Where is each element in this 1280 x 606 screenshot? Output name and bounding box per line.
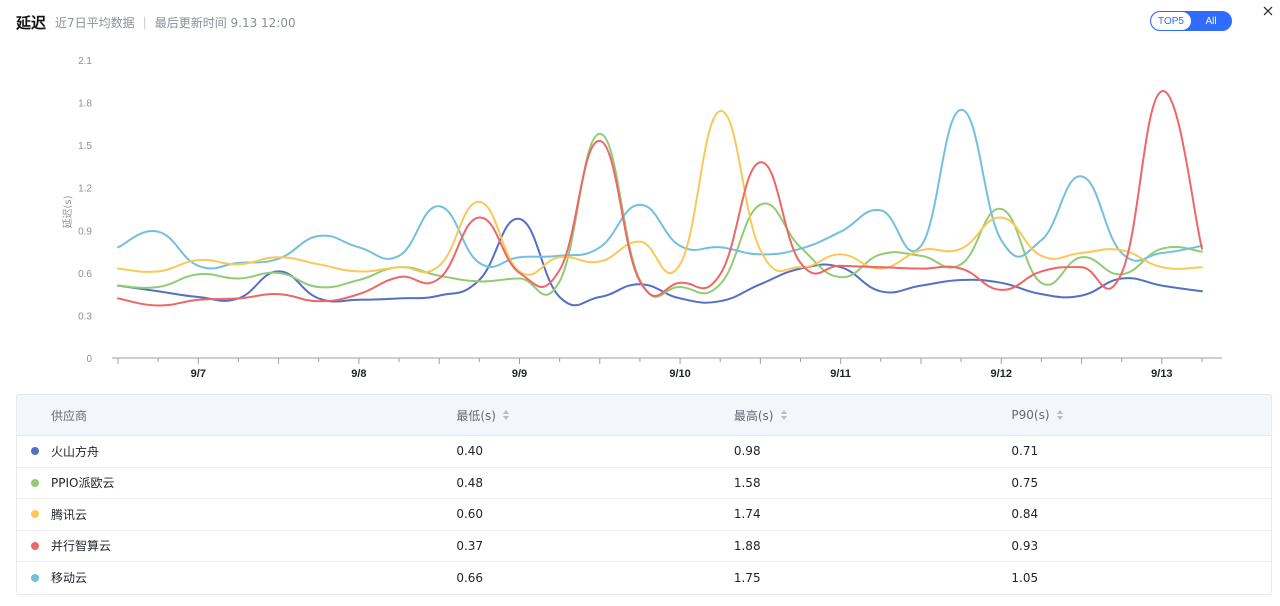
sort-icon[interactable] <box>502 409 510 421</box>
top-all-toggle[interactable]: TOP5 All <box>1150 11 1232 31</box>
x-tick-label: 9/13 <box>1151 368 1172 380</box>
y-tick-label: 0.9 <box>78 226 92 237</box>
series-line <box>117 217 1203 307</box>
series-color-dot <box>31 510 39 519</box>
y-tick-label: 1.2 <box>78 184 92 195</box>
table-row: 移动云 0.66 1.75 1.05 <box>17 562 1271 594</box>
table-header: 供应商 最低(s) 最高(s) P90(s) <box>17 395 1271 436</box>
provider-name: 并行智算云 <box>51 539 112 554</box>
provider-cell: 火山方舟 <box>17 443 456 460</box>
max-cell: 1.74 <box>733 507 761 522</box>
max-cell: 1.75 <box>733 570 761 585</box>
min-cell: 0.60 <box>456 507 484 522</box>
min-cell: 0.48 <box>456 475 484 490</box>
max-cell: 1.88 <box>733 538 761 553</box>
series-line <box>117 90 1203 307</box>
sort-icon[interactable] <box>780 409 788 421</box>
x-tick-label: 9/7 <box>191 368 206 380</box>
header-p90[interactable]: P90(s) <box>1011 408 1271 422</box>
p90-cell: 0.75 <box>1011 475 1039 490</box>
table-row: 并行智算云 0.37 1.88 0.93 <box>17 531 1271 562</box>
x-tick-label: 9/8 <box>351 368 366 380</box>
series-color-dot <box>31 478 39 487</box>
close-icon[interactable] <box>1261 3 1275 17</box>
y-tick-label: 0 <box>86 354 92 365</box>
p90-cell: 0.93 <box>1011 538 1039 553</box>
min-cell: 0.37 <box>456 538 484 553</box>
p90-cell: 0.71 <box>1011 444 1039 459</box>
x-tick-label: 9/10 <box>669 368 690 380</box>
provider-table: 供应商 最低(s) 最高(s) P90(s) 火山方舟 0.40 0.98 0.71 P… <box>16 394 1272 595</box>
page-title: 延迟 <box>16 13 47 32</box>
table-row: 火山方舟 0.40 0.98 0.71 <box>17 436 1271 468</box>
header-p90-label: P90(s) <box>1011 408 1050 422</box>
provider-cell: PPIO派欧云 <box>17 474 456 491</box>
max-cell: 0.98 <box>733 444 761 459</box>
series-color-dot <box>31 541 39 550</box>
table-row: PPIO派欧云 0.48 1.58 0.75 <box>17 468 1271 499</box>
toggle-all[interactable]: All <box>1205 15 1217 27</box>
y-tick-label: 0.3 <box>78 311 92 322</box>
toggle-top5[interactable]: TOP5 <box>1151 12 1191 30</box>
y-tick-label: 0.6 <box>78 269 92 280</box>
header-separator: | <box>142 15 147 29</box>
last-updated-text: 最后更新时间 9.13 12:00 <box>154 15 296 30</box>
p90-cell: 0.84 <box>1011 507 1039 522</box>
provider-cell: 腾讯云 <box>17 506 456 523</box>
latency-line-chart: 0 0.3 0.6 0.9 1.2 1.5 1.8 2.1 延迟(s) 9/7 9/8 9/9 9/10… <box>61 56 1222 380</box>
y-tick-label: 1.5 <box>78 141 92 152</box>
x-tick-label: 9/12 <box>991 368 1012 380</box>
header-max[interactable]: 最高(s) <box>734 407 1012 424</box>
header-max-label: 最高(s) <box>733 408 774 423</box>
x-tick-label: 9/9 <box>512 368 527 380</box>
provider-name: 腾讯云 <box>51 507 88 522</box>
series-line <box>117 108 1203 270</box>
header-min-label: 最低(s) <box>456 408 496 423</box>
min-cell: 0.40 <box>456 444 484 459</box>
series-color-dot <box>31 447 39 456</box>
series-color-dot <box>31 573 39 582</box>
subtitle: 近7日平均数据 <box>55 15 135 30</box>
sort-icon[interactable] <box>1056 409 1064 421</box>
header-provider: 供应商 <box>17 407 456 424</box>
p90-cell: 1.05 <box>1011 570 1039 585</box>
provider-cell: 并行智算云 <box>17 537 456 554</box>
provider-name: 移动云 <box>51 571 88 586</box>
series-line <box>117 110 1203 276</box>
y-tick-label: 2.1 <box>78 56 92 67</box>
provider-cell: 移动云 <box>17 569 456 586</box>
header-provider-label: 供应商 <box>51 408 88 423</box>
max-cell: 1.58 <box>733 475 761 490</box>
provider-name: 火山方舟 <box>51 444 100 459</box>
header-min[interactable]: 最低(s) <box>456 407 734 424</box>
y-tick-label: 1.8 <box>78 99 92 110</box>
x-tick-label: 9/11 <box>830 368 851 380</box>
table-body: 火山方舟 0.40 0.98 0.71 PPIO派欧云 0.48 1.58 0.75 腾讯云 0.… <box>17 436 1271 594</box>
y-axis-label: 延迟(s) <box>61 195 74 228</box>
provider-name: PPIO派欧云 <box>51 476 115 491</box>
chart-header: 延迟 近7日平均数据 | 最后更新时间 9.13 12:00 <box>16 12 296 32</box>
min-cell: 0.66 <box>456 570 484 585</box>
table-row: 腾讯云 0.60 1.74 0.84 <box>17 499 1271 531</box>
